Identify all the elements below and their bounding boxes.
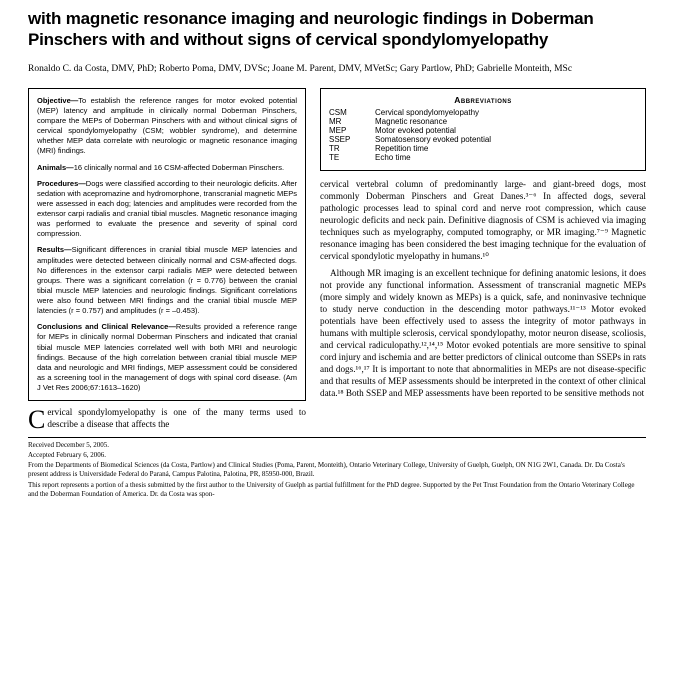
- abbrev-val: Repetition time: [375, 144, 428, 153]
- abbrev-key: TR: [329, 144, 375, 153]
- footer-affiliations: From the Departments of Biomedical Scien…: [28, 461, 646, 479]
- abstract-procedures: Procedures—Dogs were classified accordin…: [37, 179, 297, 240]
- body-text: cervical vertebral column of predominant…: [320, 179, 646, 400]
- conclusions-head: Conclusions and Clinical Relevance—: [37, 322, 176, 331]
- abbrev-row: TRRepetition time: [329, 144, 637, 153]
- abbrev-row: MEPMotor evoked potential: [329, 126, 637, 135]
- conclusions-text: Results provided a reference range for M…: [37, 322, 297, 392]
- abbrev-val: Somatosensory evoked potential: [375, 135, 491, 144]
- abstract-animals: Animals—16 clinically normal and 16 CSM-…: [37, 163, 297, 173]
- results-head: Results—: [37, 245, 72, 254]
- article-title: with magnetic resonance imaging and neur…: [28, 8, 646, 51]
- body-p1: cervical vertebral column of predominant…: [320, 179, 646, 263]
- footer-block: Received December 5, 2005. Accepted Febr…: [28, 437, 646, 499]
- animals-text: 16 clinically normal and 16 CSM-affected…: [74, 163, 284, 172]
- abbrev-row: SSEPSomatosensory evoked potential: [329, 135, 637, 144]
- abbrev-val: Magnetic resonance: [375, 117, 447, 126]
- abbreviations-box: Abbreviations CSMCervical spondylomyelop…: [320, 88, 646, 171]
- abbrev-val: Echo time: [375, 153, 411, 162]
- authors-line: Ronaldo C. da Costa, DMV, PhD; Roberto P…: [28, 63, 646, 76]
- abstract-results: Results—Significant differences in crani…: [37, 245, 297, 316]
- left-column: Objective—To establish the reference ran…: [28, 88, 306, 431]
- abbrev-key: MR: [329, 117, 375, 126]
- abbrev-key: MEP: [329, 126, 375, 135]
- abbrev-val: Cervical spondylomyelopathy: [375, 108, 479, 117]
- abbrev-row: CSMCervical spondylomyelopathy: [329, 108, 637, 117]
- body-p2: Although MR imaging is an excellent tech…: [320, 268, 646, 399]
- right-column: Abbreviations CSMCervical spondylomyelop…: [320, 88, 646, 431]
- animals-head: Animals—: [37, 163, 74, 172]
- results-text: Significant differences in cranial tibia…: [37, 245, 297, 315]
- objective-head: Objective—: [37, 96, 78, 105]
- footer-thesis-note: This report represents a portion of a th…: [28, 481, 646, 499]
- procedures-head: Procedures—: [37, 179, 86, 188]
- dropcap-letter: C: [28, 407, 47, 431]
- two-column-layout: Objective—To establish the reference ran…: [28, 88, 646, 431]
- abbrev-row: MRMagnetic resonance: [329, 117, 637, 126]
- abstract-box: Objective—To establish the reference ran…: [28, 88, 306, 401]
- lead-paragraph: Cervical spondylomyelopathy is one of th…: [28, 407, 306, 431]
- abstract-conclusions: Conclusions and Clinical Relevance—Resul…: [37, 322, 297, 393]
- footer-accepted: Accepted February 6, 2006.: [28, 451, 646, 460]
- abbrev-key: TE: [329, 153, 375, 162]
- lead-text: ervical spondylomyelopathy is one of the…: [47, 407, 306, 429]
- abbrev-val: Motor evoked potential: [375, 126, 456, 135]
- abstract-objective: Objective—To establish the reference ran…: [37, 96, 297, 157]
- abbreviations-title: Abbreviations: [329, 95, 637, 105]
- footer-received: Received December 5, 2005.: [28, 441, 646, 450]
- abbrev-key: CSM: [329, 108, 375, 117]
- abbrev-key: SSEP: [329, 135, 375, 144]
- abbrev-row: TEEcho time: [329, 153, 637, 162]
- journal-page: with magnetic resonance imaging and neur…: [0, 0, 674, 506]
